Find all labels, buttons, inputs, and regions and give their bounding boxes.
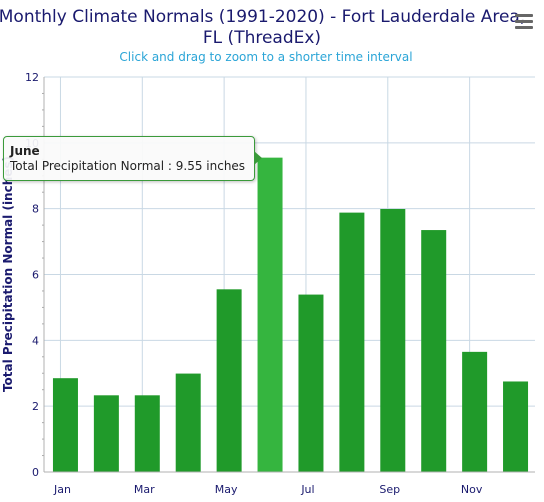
bar-sep[interactable]: [380, 208, 406, 472]
y-tick-label: 6: [32, 269, 39, 282]
x-tick-label: Mar: [134, 483, 155, 496]
x-tick-label: May: [215, 483, 238, 496]
tooltip-body: Total Precipitation Normal : 9.55 inches: [10, 159, 246, 173]
x-tick-label: Sep: [379, 483, 400, 496]
y-tick-label: 8: [32, 203, 39, 216]
y-tick-label: 0: [32, 466, 39, 479]
x-tick-label: Jul: [300, 483, 314, 496]
tooltip: June Total Precipitation Normal : 9.55 i…: [3, 136, 262, 181]
x-tick-label: Nov: [461, 483, 483, 496]
x-tick-label: Jan: [53, 483, 71, 496]
axes: 024681012JanMarMayJulSepNov: [25, 71, 535, 496]
y-tick-label: 12: [25, 71, 39, 84]
bar-aug[interactable]: [339, 212, 365, 472]
y-axis-label: Total Precipitation Normal (inches): [1, 156, 15, 392]
tooltip-arrow: [254, 151, 262, 165]
bars: [52, 157, 529, 473]
bar-may[interactable]: [216, 289, 242, 472]
chart-title-line2: FL (ThreadEx): [203, 28, 321, 48]
bar-nov[interactable]: [462, 351, 488, 472]
bar-dec[interactable]: [503, 381, 529, 472]
bar-jan[interactable]: [52, 378, 78, 472]
y-tick-label: 4: [32, 334, 39, 347]
hamburger-menu-icon[interactable]: [515, 14, 533, 29]
chart-subtitle: Click and drag to zoom to a shorter time…: [119, 50, 412, 64]
bar-jun[interactable]: [257, 157, 283, 473]
bar-apr[interactable]: [175, 373, 201, 472]
tooltip-title: June: [10, 144, 40, 158]
bar-jul[interactable]: [298, 294, 324, 472]
bar-feb[interactable]: [93, 395, 119, 472]
bar-oct[interactable]: [421, 230, 447, 472]
y-tick-label: 2: [32, 400, 39, 413]
chart-title-line1: Monthly Climate Normals (1991-2020) - Fo…: [0, 7, 525, 27]
bar-mar[interactable]: [134, 395, 160, 472]
